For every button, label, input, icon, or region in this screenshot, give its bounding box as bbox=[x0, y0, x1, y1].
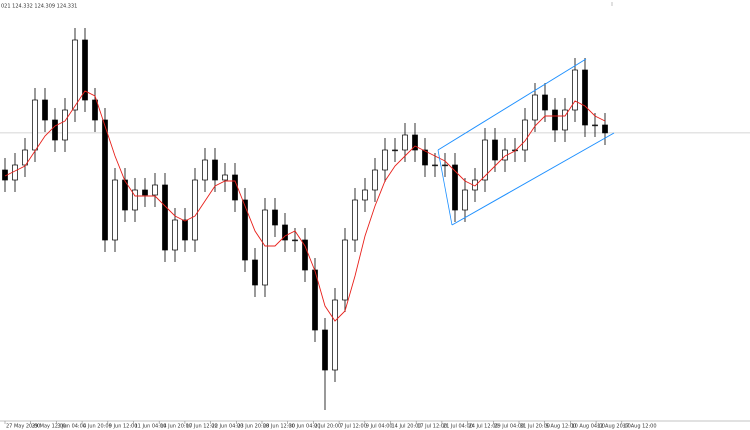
candle-body bbox=[412, 134, 418, 151]
x-tick-label: 9 Jun 12:00 bbox=[109, 424, 138, 430]
x-tick-label: 29 Jul 04:00 bbox=[494, 424, 524, 430]
candle-body bbox=[312, 269, 318, 331]
candle-body bbox=[202, 159, 208, 181]
candle-body bbox=[402, 134, 408, 151]
candle-body bbox=[152, 184, 158, 196]
candle-body bbox=[252, 259, 258, 286]
x-tick-label: 14 Jul 20:00 bbox=[392, 424, 422, 430]
candle-body bbox=[82, 39, 88, 101]
candle-body bbox=[112, 179, 118, 241]
candle-body bbox=[482, 139, 488, 181]
candle-body bbox=[192, 179, 198, 241]
candle-body bbox=[422, 149, 428, 166]
candle-body bbox=[212, 159, 218, 181]
candle-body bbox=[332, 299, 338, 371]
candle-body bbox=[362, 189, 368, 201]
channel-lower bbox=[451, 132, 615, 226]
x-tick-label: 23 Jun 20:00 bbox=[237, 424, 269, 430]
candle-body bbox=[262, 209, 268, 286]
x-tick-label: 17 Jun 12:00 bbox=[186, 424, 218, 430]
channel-edge bbox=[437, 149, 453, 226]
candle-body bbox=[342, 239, 348, 301]
candle-body bbox=[42, 99, 48, 121]
x-tick-label: 9 Jul 04:00 bbox=[366, 424, 393, 430]
x-tick-label: 21 Jul 04:00 bbox=[443, 424, 473, 430]
candle-body bbox=[492, 139, 498, 161]
candle-body bbox=[172, 219, 178, 251]
candle-body bbox=[102, 119, 108, 241]
x-tick-label: 3 Jun 04:00 bbox=[57, 424, 86, 430]
candle-body bbox=[582, 69, 588, 126]
x-tick-label: 17 Aug 12:00 bbox=[623, 424, 657, 430]
candle-body bbox=[22, 149, 28, 166]
candle-body bbox=[322, 329, 328, 371]
candle-body bbox=[442, 164, 448, 167]
candle-body bbox=[532, 94, 538, 121]
candle-body bbox=[572, 69, 578, 111]
candle-body bbox=[602, 124, 608, 134]
moving-average bbox=[4, 90, 606, 322]
candle-body bbox=[12, 164, 18, 181]
candle-body bbox=[552, 109, 558, 131]
x-tick-label: 29 May 12:00 bbox=[32, 424, 66, 430]
x-tick-label: 7 Jul 12:00 bbox=[340, 424, 367, 430]
candle-body bbox=[522, 119, 528, 151]
channel-upper bbox=[437, 58, 587, 151]
candle-body bbox=[72, 39, 78, 111]
candle-body bbox=[292, 239, 298, 242]
candle-body bbox=[222, 174, 228, 181]
candle-body bbox=[542, 94, 548, 111]
candle-body bbox=[62, 109, 68, 141]
x-tick-label: 27 May 20:00 bbox=[6, 424, 40, 430]
candle-body bbox=[392, 149, 398, 152]
candle-body bbox=[122, 179, 128, 211]
candle-body bbox=[352, 199, 358, 241]
candle-body bbox=[302, 239, 308, 271]
x-tick-label: 12 Aug 20:00 bbox=[597, 424, 631, 430]
candle-body bbox=[452, 164, 458, 211]
x-tick-label: 30 Jun 04:00 bbox=[289, 424, 321, 430]
candle-body bbox=[92, 99, 98, 121]
candle-body bbox=[432, 164, 438, 167]
candle-body bbox=[32, 99, 38, 151]
x-tick-label: 4 Jun 20:00 bbox=[83, 424, 112, 430]
x-tick-label: 5 Aug 12:00 bbox=[546, 424, 577, 430]
candle-body bbox=[592, 124, 598, 127]
x-tick-label: 22 Jun 04:00 bbox=[212, 424, 244, 430]
x-tick-label: 17 Jul 12:00 bbox=[417, 424, 447, 430]
candle-body bbox=[242, 199, 248, 261]
candle-body bbox=[382, 149, 388, 171]
x-tick-label: 2 Jul 20:00 bbox=[314, 424, 341, 430]
candle-body bbox=[182, 219, 188, 241]
candle-body bbox=[282, 224, 288, 241]
x-tick-label: 11 Jun 04:00 bbox=[135, 424, 167, 430]
x-tick-label: 24 Jul 12:00 bbox=[469, 424, 499, 430]
candle-body bbox=[272, 209, 278, 226]
candle-body bbox=[372, 169, 378, 191]
candle-body bbox=[462, 189, 468, 211]
ohlc-header: 021 124.332 124.309 124.331 bbox=[1, 4, 77, 10]
x-tick-label: 28 Jun 12:00 bbox=[263, 424, 295, 430]
x-tick-label: 10 Aug 04:00 bbox=[571, 424, 605, 430]
candle-body bbox=[232, 174, 238, 201]
candle-body bbox=[52, 119, 58, 141]
candle-body bbox=[562, 109, 568, 131]
x-tick-label: 31 Jul 20:00 bbox=[520, 424, 550, 430]
candle-body bbox=[132, 189, 138, 211]
x-tick-label: 14 Jun 20:00 bbox=[160, 424, 192, 430]
candle-body bbox=[162, 184, 168, 251]
candle-body bbox=[142, 189, 148, 196]
